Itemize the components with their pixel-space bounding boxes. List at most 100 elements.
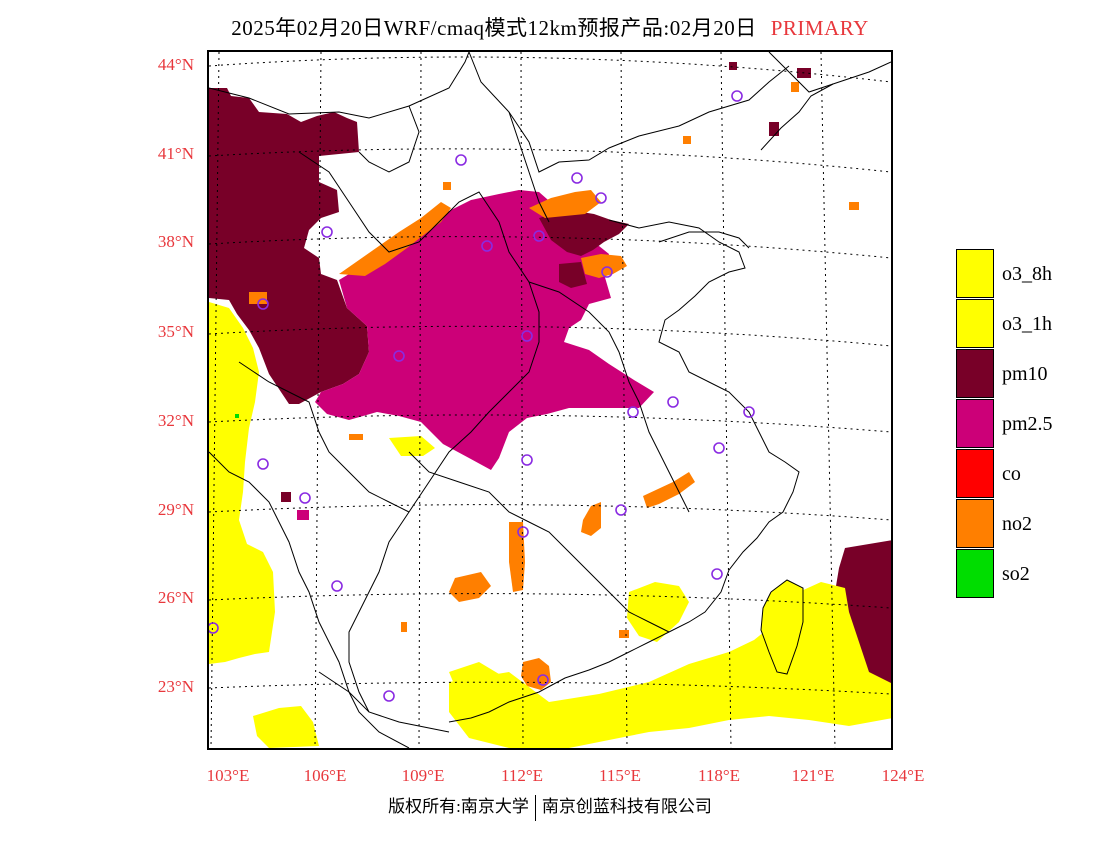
lat-label-41n: 41°N <box>157 144 194 163</box>
northeast-border <box>768 52 891 93</box>
map-title: 2025年02月20日WRF/cmaq模式12km预报产品:02月20日 PRIM… <box>0 12 1100 42</box>
lat-label-26n: 26°N <box>157 588 194 607</box>
station-marker <box>667 396 679 408</box>
station-marker <box>711 568 723 580</box>
lat-label-38n: 38°N <box>157 232 194 251</box>
legend-swatch <box>956 399 994 448</box>
legend-item-no2: no2 <box>956 499 1086 549</box>
legend-item-co: co <box>956 449 1086 499</box>
parallel-35N <box>209 325 891 347</box>
station-marker <box>537 674 549 686</box>
no2-patch-jiangxi <box>581 502 601 536</box>
station-marker <box>601 266 613 278</box>
province-lines-south <box>408 451 670 633</box>
parallel-41N <box>209 148 891 173</box>
no2-patch-guangxi <box>449 572 491 602</box>
bohai-coast <box>448 219 800 723</box>
monitoring-stations <box>209 90 755 702</box>
copyright-right: 南京创蓝科技有限公司 <box>541 797 712 816</box>
station-marker <box>331 580 343 592</box>
parallel-26N <box>209 593 891 609</box>
parallel-38N <box>209 236 891 259</box>
parallel-32N <box>209 414 891 433</box>
legend-label: o3_8h <box>1002 263 1052 285</box>
legend-label: o3_1h <box>1002 313 1052 335</box>
legend-label: no2 <box>1002 513 1032 535</box>
meridian-121E <box>820 52 836 748</box>
station-marker <box>533 230 545 242</box>
lon-label-121e: 121°E <box>791 766 835 785</box>
national-border-north <box>209 52 470 119</box>
title-main: 2025年02月20日WRF/cmaq模式12km预报产品:02月20日 <box>231 16 757 40</box>
lon-label-106e: 106°E <box>303 766 347 785</box>
province-lines-central <box>298 151 540 713</box>
station-marker <box>257 298 269 310</box>
no2-patch-hunan <box>509 522 525 592</box>
boundary-lines <box>209 52 891 748</box>
lat-label-35n: 35°N <box>157 322 194 341</box>
inner-mongolia-border <box>358 105 420 173</box>
station-marker <box>455 154 467 166</box>
lon-label-115e: 115°E <box>598 766 642 785</box>
lon-label-109e: 109°E <box>401 766 445 785</box>
legend-label: pm10 <box>1002 363 1048 385</box>
no2-region-north-belt <box>339 202 451 276</box>
pm10-region-north-china <box>539 210 629 256</box>
copyright-left: 版权所有:南京大学 <box>388 797 529 816</box>
lat-label-29n: 29°N <box>157 500 194 519</box>
station-marker <box>481 240 493 252</box>
vietnam-border <box>318 671 450 733</box>
legend-swatch <box>956 499 994 548</box>
no2-patch-fujian <box>643 472 695 508</box>
station-marker <box>209 622 219 634</box>
lon-label-118e: 118°E <box>697 766 741 785</box>
meridian-115E <box>620 52 628 748</box>
station-marker <box>257 458 269 470</box>
lat-label-23n: 23°N <box>157 677 194 696</box>
station-marker <box>595 192 607 204</box>
province-lines-north <box>468 52 790 173</box>
lon-label-103e: 103°E <box>206 766 250 785</box>
map-canvas <box>209 52 891 748</box>
no2-patch-jingjinji <box>529 190 601 218</box>
meridian-109E <box>418 52 422 748</box>
o3-region-southwest-corner <box>253 706 319 748</box>
legend-item-pm25: pm2.5 <box>956 399 1086 449</box>
station-marker <box>521 330 533 342</box>
station-marker <box>731 90 743 102</box>
o3-region-west-border <box>209 302 275 664</box>
graticule <box>209 52 891 748</box>
meridian-112E <box>520 52 524 748</box>
parallel-29N <box>209 504 891 521</box>
legend-label: pm2.5 <box>1002 413 1053 435</box>
lat-label-32n: 32°N <box>157 411 194 430</box>
northeast-coast <box>760 83 834 151</box>
no2-patch-shandong-west <box>581 254 627 278</box>
pollutant-map <box>207 50 893 750</box>
station-marker <box>571 172 583 184</box>
legend-swatch <box>956 349 994 398</box>
legend-item-o3-1h: o3_1h <box>956 299 1086 349</box>
station-marker <box>299 492 311 504</box>
station-marker <box>521 454 533 466</box>
station-marker <box>743 406 755 418</box>
taiwan-outline <box>760 579 804 675</box>
meridian-106E <box>314 52 322 748</box>
parallel-44N <box>209 56 891 83</box>
meridian-103E <box>210 52 220 748</box>
station-marker <box>321 226 333 238</box>
lon-label-112e: 112°E <box>500 766 544 785</box>
o3-region-guangdong-inland <box>627 582 689 642</box>
station-marker <box>627 406 639 418</box>
station-marker <box>713 442 725 454</box>
parallel-23N <box>209 681 891 695</box>
pm10-region-east-sea <box>835 540 891 684</box>
legend-item-so2: so2 <box>956 549 1086 599</box>
legend-swatch <box>956 249 994 298</box>
legend-swatch <box>956 549 994 598</box>
station-marker <box>383 690 395 702</box>
province-lines-east <box>528 281 690 513</box>
station-marker <box>393 350 405 362</box>
lon-label-124e: 124°E <box>881 766 925 785</box>
province-lines-west <box>209 451 410 748</box>
